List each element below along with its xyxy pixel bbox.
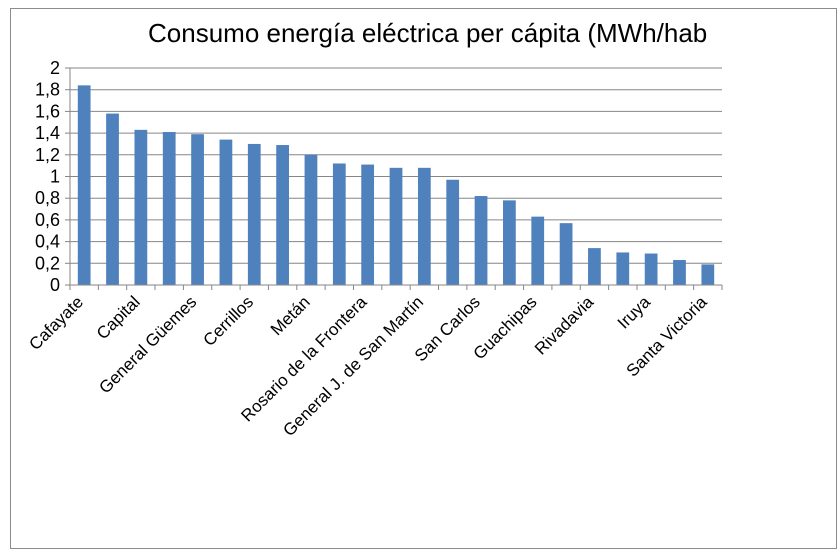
bar xyxy=(474,196,488,285)
bar xyxy=(219,139,233,285)
y-tick-label: 0,4 xyxy=(35,232,60,252)
y-tick-label: 0 xyxy=(50,275,60,295)
bar xyxy=(106,113,119,285)
y-tick-label: 0,8 xyxy=(35,188,60,208)
x-tick-label: Iruya xyxy=(614,292,655,333)
x-tick-label: General Güemes xyxy=(95,292,200,397)
bar xyxy=(77,85,91,285)
chart-title: Consumo energía eléctrica per cápita (MW… xyxy=(148,18,708,48)
bar xyxy=(191,134,204,285)
bar xyxy=(588,248,601,285)
y-tick-labels: 00,20,40,60,811,21,41,61,82 xyxy=(35,58,60,295)
bar xyxy=(304,154,318,285)
y-tick-label: 1 xyxy=(50,167,60,187)
bar xyxy=(701,264,715,285)
y-tick-label: 1,6 xyxy=(35,101,60,121)
x-tick-label: Metán xyxy=(267,292,314,339)
x-tick-label: Cafayate xyxy=(25,292,87,354)
y-tick-label: 0,2 xyxy=(35,253,60,273)
y-tick-label: 1,8 xyxy=(35,80,60,100)
axes xyxy=(65,67,723,290)
bar xyxy=(417,167,431,285)
bar xyxy=(503,200,516,285)
bar xyxy=(644,253,658,285)
y-tick-label: 1,2 xyxy=(35,145,60,165)
bar xyxy=(332,163,346,285)
bar xyxy=(134,129,148,285)
y-tick-label: 2 xyxy=(50,58,60,78)
bar xyxy=(247,143,261,285)
bar xyxy=(276,145,289,285)
bar xyxy=(616,252,630,285)
y-tick-label: 0,6 xyxy=(35,210,60,230)
x-tick-label: Rivadavia xyxy=(531,292,598,359)
bar xyxy=(162,132,176,285)
bars xyxy=(77,85,715,285)
x-tick-label: Cerrillos xyxy=(200,292,258,350)
bar xyxy=(673,260,686,285)
y-tick-label: 1,4 xyxy=(35,123,60,143)
bar xyxy=(389,167,403,285)
bar xyxy=(559,223,573,285)
bar xyxy=(361,164,375,285)
bar xyxy=(531,216,545,285)
x-tick-label: Capital xyxy=(93,292,144,343)
bar xyxy=(446,179,460,285)
